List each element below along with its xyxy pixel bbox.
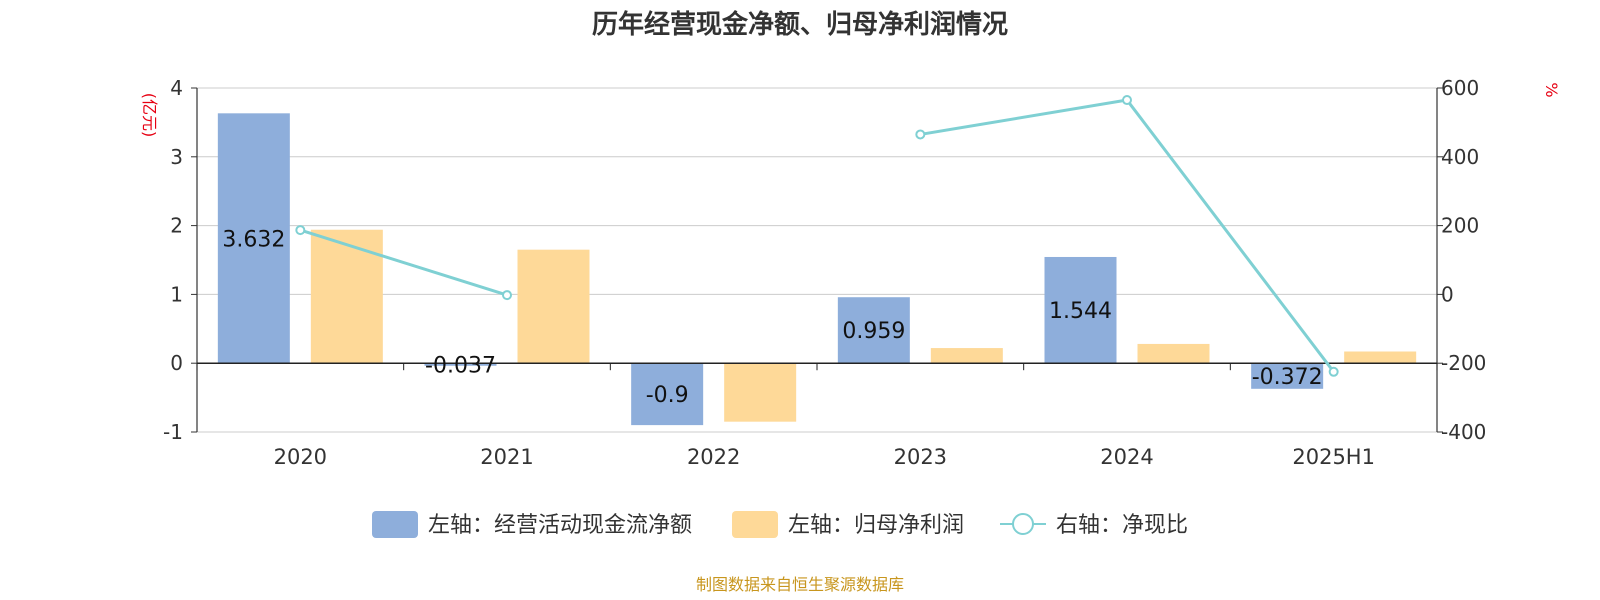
source-note: 制图数据来自恒生聚源数据库 [696,575,904,594]
left-axis-tick-label: 2 [170,214,183,238]
grid-lines [197,87,1437,433]
bar-net-profit [1137,343,1210,364]
bar-net-profit [1344,351,1417,364]
right-axis-tick-label: -200 [1441,351,1486,375]
legend-net-cash-ratio: 右轴：净现比 [1000,513,1188,538]
bar-data-label: 3.632 [222,227,285,252]
bar-data-label: -0.372 [1252,365,1323,390]
x-axis-tick-label: 2020 [274,445,327,469]
bar-net-profit [724,363,797,422]
net-cash-ratio-point [502,290,512,301]
x-axis-tick-label: 2023 [894,445,947,469]
x-axis-tick-label: 2021 [480,445,533,469]
bar-net-profit [310,229,383,364]
x-axis-tick-label: 2024 [1100,445,1153,469]
net-cash-ratio-line [920,98,1335,373]
net-cash-ratio-point [915,129,926,140]
net-cash-ratio-point [1328,366,1339,377]
chart-title: 历年经营现金净额、归母净利润情况 [592,9,1008,40]
net-cash-ratio-line [299,228,508,297]
left-axis-tick-label: -1 [163,420,183,444]
right-axis-unit-label: % [1542,82,1561,97]
left-axis-tick-label: 4 [170,76,183,100]
right-axis-tick-label: 0 [1441,282,1454,306]
legend-net-cash-ratio-swatch-marker [1012,513,1034,535]
x-axis-tick-label: 2025H1 [1292,445,1375,469]
line-series [295,95,1339,377]
bars [217,113,1417,426]
right-axis-tick-label: 600 [1441,76,1479,100]
bar-operating-cash-flow [631,363,704,426]
bar-operating-cash-flow [1251,363,1324,389]
left-axis-tick-label: 0 [170,351,183,375]
bar-operating-cash-flow [1044,256,1117,364]
legend-net-cash-ratio-label: 右轴：净现比 [1056,513,1188,538]
left-axis-tick-label: 3 [170,145,183,169]
bar-operating-cash-flow [217,113,290,364]
data-labels: 3.632 -0.037 -0.9 0.959 1.544 -0.372 [222,227,1322,408]
bar-operating-cash-flow [424,363,497,366]
net-cash-ratio-point [295,225,306,236]
right-axis-tick-label: 200 [1441,214,1479,238]
legend-operating-cash-flow: 左轴：经营活动现金流净额 [372,511,692,538]
net-cash-ratio-point [1122,95,1132,106]
bar-net-profit [930,348,1003,364]
legend: 左轴：经营活动现金流净额 左轴：归母净利润 右轴：净现比 [372,511,1188,538]
bar-data-label: 1.544 [1049,299,1112,324]
legend-net-profit: 左轴：归母净利润 [732,511,964,538]
axes: -1 0 1 2 3 4 -400 -200 0 200 400 600 2020 2021 2022 202… [163,76,1486,469]
bar-data-label: -0.037 [425,353,496,378]
legend-operating-cash-flow-label: 左轴：经营活动现金流净额 [428,513,692,538]
left-axis-unit-label: (亿元) [140,93,159,138]
right-axis-tick-label: 400 [1441,145,1479,169]
legend-net-profit-label: 左轴：归母净利润 [788,513,964,538]
bar-operating-cash-flow [837,297,910,364]
bar-net-profit [517,249,590,364]
x-axis-tick-label: 2022 [687,445,740,469]
left-axis-tick-label: 1 [170,282,183,306]
bar-data-label: -0.9 [646,383,689,408]
legend-operating-cash-flow-swatch [372,511,418,538]
right-axis-tick-label: -400 [1441,420,1486,444]
bar-data-label: 0.959 [842,319,905,344]
legend-net-profit-swatch [732,511,778,538]
